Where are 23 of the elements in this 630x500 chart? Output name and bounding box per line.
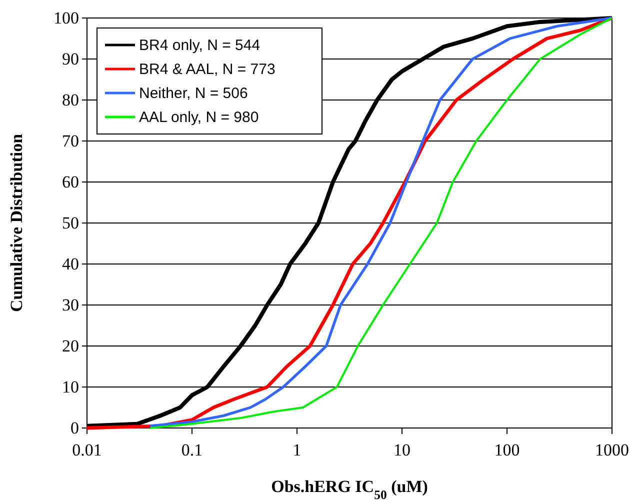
y-tick-label: 70 [62,131,79,150]
x-tick-label: 1000 [595,440,629,460]
y-tick-label: 90 [62,49,79,68]
y-tick-label: 80 [62,90,79,110]
y-tick-label: 100 [54,8,79,28]
legend-label: Neither, N = 506 [139,85,248,102]
x-tick-label: 10 [394,440,410,460]
y-tick-label: 40 [62,254,79,274]
y-tick-label: 50 [62,213,79,232]
x-axis-title: Obs.hERG IC$_{50}$ (uM) [271,477,428,500]
legend-label: AAL only, N = 980 [139,109,259,126]
legend-label: BR4 only, N = 544 [139,37,260,54]
y-tick-label: 60 [62,172,79,192]
x-tick-label: 100 [494,440,520,460]
y-tick-label: 10 [62,377,79,396]
y-axis-title: Cumulative Distribution [7,133,26,312]
x-tick-label: 0.01 [72,440,102,460]
y-tick-label: 30 [62,295,79,314]
x-tick-label: 0.1 [181,440,203,460]
x-tick-label: 1 [292,440,302,460]
y-tick-label: 0 [70,418,79,438]
y-tick-label: 20 [62,336,79,356]
legend-label: BR4 & AAL, N = 773 [139,61,276,78]
